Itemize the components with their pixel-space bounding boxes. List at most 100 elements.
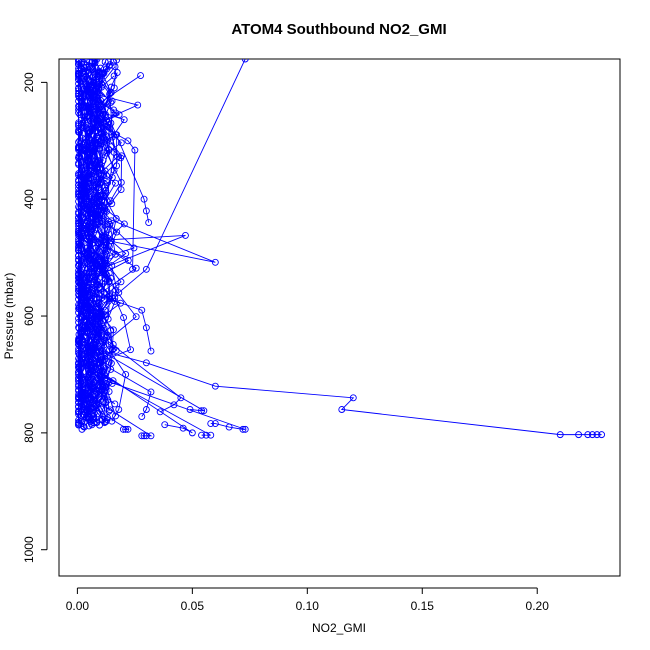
data-point: [93, 310, 101, 318]
data-point: [113, 59, 120, 64]
data-point: [96, 211, 104, 219]
data-point: [94, 331, 102, 339]
data-point: [94, 238, 102, 246]
data-point: [102, 187, 110, 194]
data-point: [88, 306, 96, 314]
data-point: [113, 153, 121, 161]
data-point: [76, 292, 84, 300]
data-point: [107, 326, 115, 334]
data-point: [90, 204, 98, 212]
data-point: [75, 122, 82, 130]
data-point: [82, 68, 90, 76]
data-point: [75, 154, 82, 162]
data-point: [75, 73, 82, 81]
data-point: [90, 110, 98, 118]
data-point: [75, 402, 82, 410]
data-point: [85, 179, 93, 187]
data-point: [96, 360, 103, 368]
data-point: [85, 347, 93, 355]
data-point: [90, 160, 98, 168]
data-point: [142, 432, 150, 440]
data-point: [118, 152, 126, 160]
data-point: [83, 235, 91, 243]
data-point: [108, 217, 115, 225]
data-point: [349, 394, 357, 402]
data-point: [145, 219, 153, 227]
y-tick-label: 400: [22, 189, 36, 209]
data-point: [95, 290, 103, 298]
data-point: [106, 252, 114, 260]
data-point: [112, 412, 119, 420]
data-point: [82, 103, 89, 111]
data-point: [84, 69, 92, 77]
data-point: [75, 92, 82, 100]
data-point: [94, 213, 102, 221]
data-point: [89, 169, 97, 177]
data-point: [96, 145, 104, 153]
data-point: [95, 91, 103, 99]
data-point: [94, 157, 102, 165]
series-line: [102, 350, 602, 436]
series-line: [97, 333, 182, 413]
data-point: [115, 406, 123, 413]
data-point: [85, 239, 93, 247]
data-point: [142, 207, 150, 215]
data-point: [186, 406, 194, 413]
data-point: [87, 256, 95, 264]
series-line: [95, 368, 193, 434]
series-lines: [77, 59, 602, 437]
data-point: [147, 432, 155, 440]
data-point: [211, 258, 219, 266]
data-point: [97, 383, 104, 391]
data-point: [75, 305, 82, 313]
data-point: [142, 265, 150, 273]
data-point: [83, 205, 91, 213]
data-point: [87, 388, 95, 396]
data-point: [80, 386, 87, 394]
data-point: [94, 253, 102, 261]
data-point: [97, 64, 105, 72]
data-point: [106, 90, 114, 98]
labels: ATOM4 Southbound NO2_GMI NO2_GMI Pressur…: [2, 21, 447, 635]
data-point: [87, 355, 95, 363]
data-point: [75, 181, 82, 189]
data-point: [94, 199, 102, 206]
data-point: [111, 63, 119, 71]
data-point: [95, 160, 103, 168]
data-point: [101, 419, 109, 427]
data-point: [101, 374, 109, 382]
data-point: [112, 282, 120, 290]
data-point: [85, 170, 93, 178]
data-point: [124, 425, 132, 433]
data-point: [177, 394, 185, 402]
data-point: [85, 129, 93, 137]
x-tick-label: 0.15: [411, 599, 435, 613]
data-point: [101, 120, 109, 128]
data-point: [87, 215, 95, 223]
data-point: [138, 413, 146, 420]
data-point: [106, 61, 114, 69]
data-point: [75, 217, 82, 225]
data-point: [85, 414, 93, 421]
data-point: [593, 431, 601, 439]
data-point: [111, 294, 119, 302]
series-line: [100, 374, 211, 436]
data-point: [100, 134, 108, 142]
data-point: [100, 172, 108, 180]
data-point: [111, 400, 119, 408]
data-point: [76, 278, 84, 286]
data-point: [140, 432, 148, 440]
data-point: [124, 256, 132, 264]
data-point: [113, 162, 121, 170]
data-point: [75, 75, 82, 83]
data-point: [83, 408, 91, 416]
data-point: [103, 172, 110, 179]
data-point: [78, 200, 86, 208]
data-point: [575, 431, 583, 439]
data-point: [89, 147, 97, 155]
data-point: [75, 368, 82, 376]
data-point: [85, 93, 93, 101]
data-point: [95, 399, 103, 407]
data-point: [161, 421, 169, 429]
data-point: [99, 361, 107, 369]
